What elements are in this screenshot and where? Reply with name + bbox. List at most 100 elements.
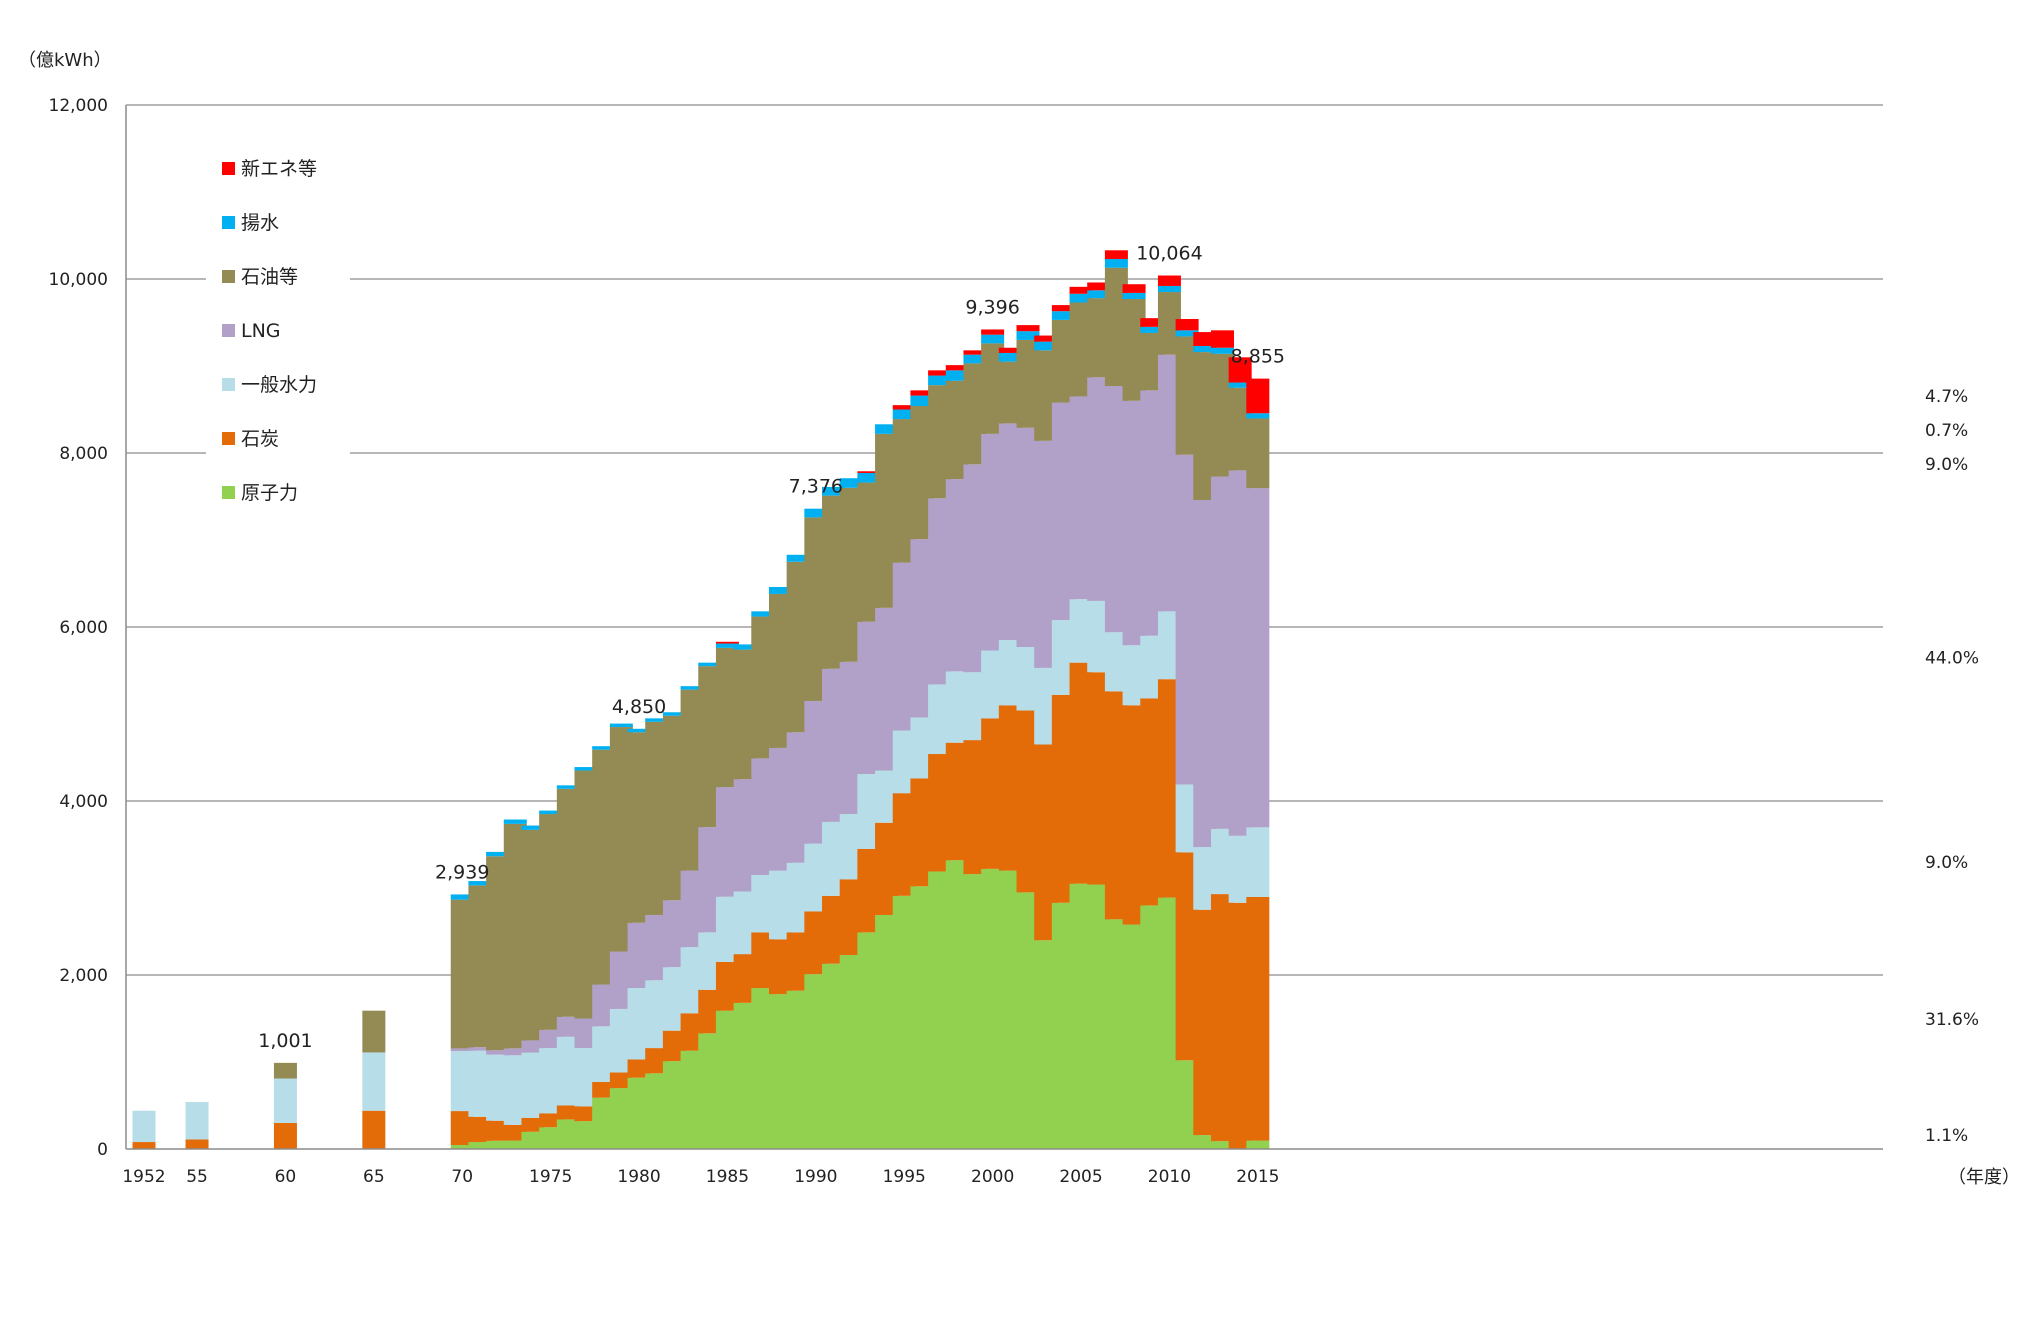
bar-1998-segment-4 [945,380,969,480]
bar-1988-segment-1 [768,939,792,995]
bar-1983-segment-3 [680,870,704,948]
bar-2008-segment-1 [1122,705,1146,925]
bar-1952-segment-1 [132,1142,156,1149]
bar-2010-segment-1 [1157,679,1181,898]
bar-2010-segment-6 [1157,275,1181,286]
bar-1976-segment-3 [556,1016,580,1037]
legend-swatch-1 [222,216,235,229]
bar-2009-segment-5 [1140,326,1164,333]
bar-1998-segment-0 [945,860,969,1149]
bar-1973-segment-1 [503,1124,527,1141]
bar-2008-segment-4 [1122,299,1146,401]
bars [132,250,1270,1149]
bar-2003-segment-4 [1034,350,1058,441]
bar-1997-segment-4 [928,385,952,499]
bar-2015-segment-1 [1246,896,1270,1141]
bar-1980-segment-5 [627,728,651,733]
bar-2006-segment-4 [1087,298,1111,378]
bar-2005-segment-2 [1069,599,1093,663]
bar-1980-segment-3 [627,922,651,989]
bar-1994-segment-4 [875,433,899,608]
bar-1972-segment-0 [486,1140,510,1149]
bar-2013-segment-6 [1210,330,1234,348]
bar-1989-segment-3 [786,732,810,863]
bar-1995-segment-2 [892,730,916,794]
bar-1984-segment-0 [698,1033,722,1149]
bar-1988-segment-4 [768,593,792,748]
bar-2007-segment-0 [1104,919,1128,1149]
bar-1979-segment-5 [609,723,633,728]
bar-1991-segment-4 [822,495,846,669]
bar-2015-segment-0 [1246,1140,1270,1149]
bar-1986-segment-5 [733,644,757,650]
bar-1971-segment-4 [468,885,492,1048]
bar-1990-segment-5 [804,508,828,518]
bar-1979-segment-3 [609,951,633,1009]
bar-2014-segment-6 [1228,357,1252,383]
x-tick-label-7: 1985 [706,1167,749,1187]
bar-2003-segment-0 [1034,940,1058,1149]
bar-1996-segment-0 [910,886,934,1149]
bar-1981-segment-4 [645,721,669,915]
x-tick-label-13: 2015 [1236,1167,1279,1187]
bar-2011-segment-1 [1175,852,1199,1061]
bar-1983-segment-0 [680,1050,704,1149]
bar-2002-segment-3 [1016,427,1040,648]
bar-1974-segment-1 [521,1117,545,1132]
bar-2012-segment-0 [1193,1135,1217,1149]
bar-2000-segment-5 [981,334,1005,344]
bar-1997-segment-3 [928,498,952,685]
bar-2009-segment-6 [1140,318,1164,327]
bar-2013-segment-3 [1210,476,1234,829]
bar-2004-segment-2 [1051,620,1075,695]
bar-2008-segment-0 [1122,924,1146,1149]
bar-2012-segment-3 [1193,499,1217,848]
bar-1979-segment-4 [609,727,633,952]
bar-2007-segment-3 [1104,386,1128,633]
bar-1985-segment-6 [715,641,739,644]
share-label-6: 1.1% [1925,1126,1968,1146]
x-axis-unit-label: （年度） [1948,1167,2020,1188]
bar-1981-segment-2 [645,980,669,1049]
bar-1990-segment-4 [804,517,828,701]
bar-1983-segment-4 [680,689,704,871]
bar-1996-segment-5 [910,395,934,407]
total-label-1990: 7,376 [789,476,843,498]
bar-1978-segment-5 [592,746,616,750]
bar-1977-segment-5 [574,767,598,771]
bar-1984-segment-4 [698,666,722,828]
bar-1992-segment-0 [839,954,863,1149]
bar-1977-segment-3 [574,1018,598,1049]
bar-1993-segment-6 [857,471,881,474]
share-label-1: 0.7% [1925,421,1968,441]
bar-1985-segment-1 [715,961,739,1011]
bar-1974-segment-2 [521,1052,545,1118]
bar-1972-segment-4 [486,856,510,1051]
bar-1985-segment-3 [715,787,739,897]
bar-1971-segment-1 [468,1116,492,1143]
bar-2002-segment-4 [1016,339,1040,428]
x-tick-label-8: 1990 [794,1167,837,1187]
bar-1989-segment-2 [786,862,810,933]
bar-1982-segment-0 [662,1061,686,1149]
bar-1987-segment-3 [751,758,775,875]
bar-2002-segment-6 [1016,325,1040,332]
bar-2011-segment-4 [1175,336,1199,455]
legend-label-4: 一般水力 [241,374,317,396]
bar-1997-segment-0 [928,871,952,1149]
bar-2000-segment-6 [981,329,1005,335]
y-tick-label-0: 0 [97,1140,108,1160]
bar-2006-segment-0 [1087,884,1111,1149]
bar-2011-segment-0 [1175,1060,1199,1149]
total-label-1960: 1,001 [258,1030,312,1052]
bar-2001-segment-5 [998,352,1022,362]
total-label-1980: 4,850 [612,696,666,718]
bar-2014-segment-5 [1228,382,1252,388]
bar-2000-segment-3 [981,433,1005,651]
bar-2013-segment-1 [1210,894,1234,1142]
bar-1984-segment-1 [698,989,722,1034]
bar-1982-segment-1 [662,1030,686,1062]
bar-2011-segment-6 [1175,319,1199,331]
bar-1993-segment-5 [857,473,881,483]
y-tick-label-4: 8,000 [59,444,108,464]
